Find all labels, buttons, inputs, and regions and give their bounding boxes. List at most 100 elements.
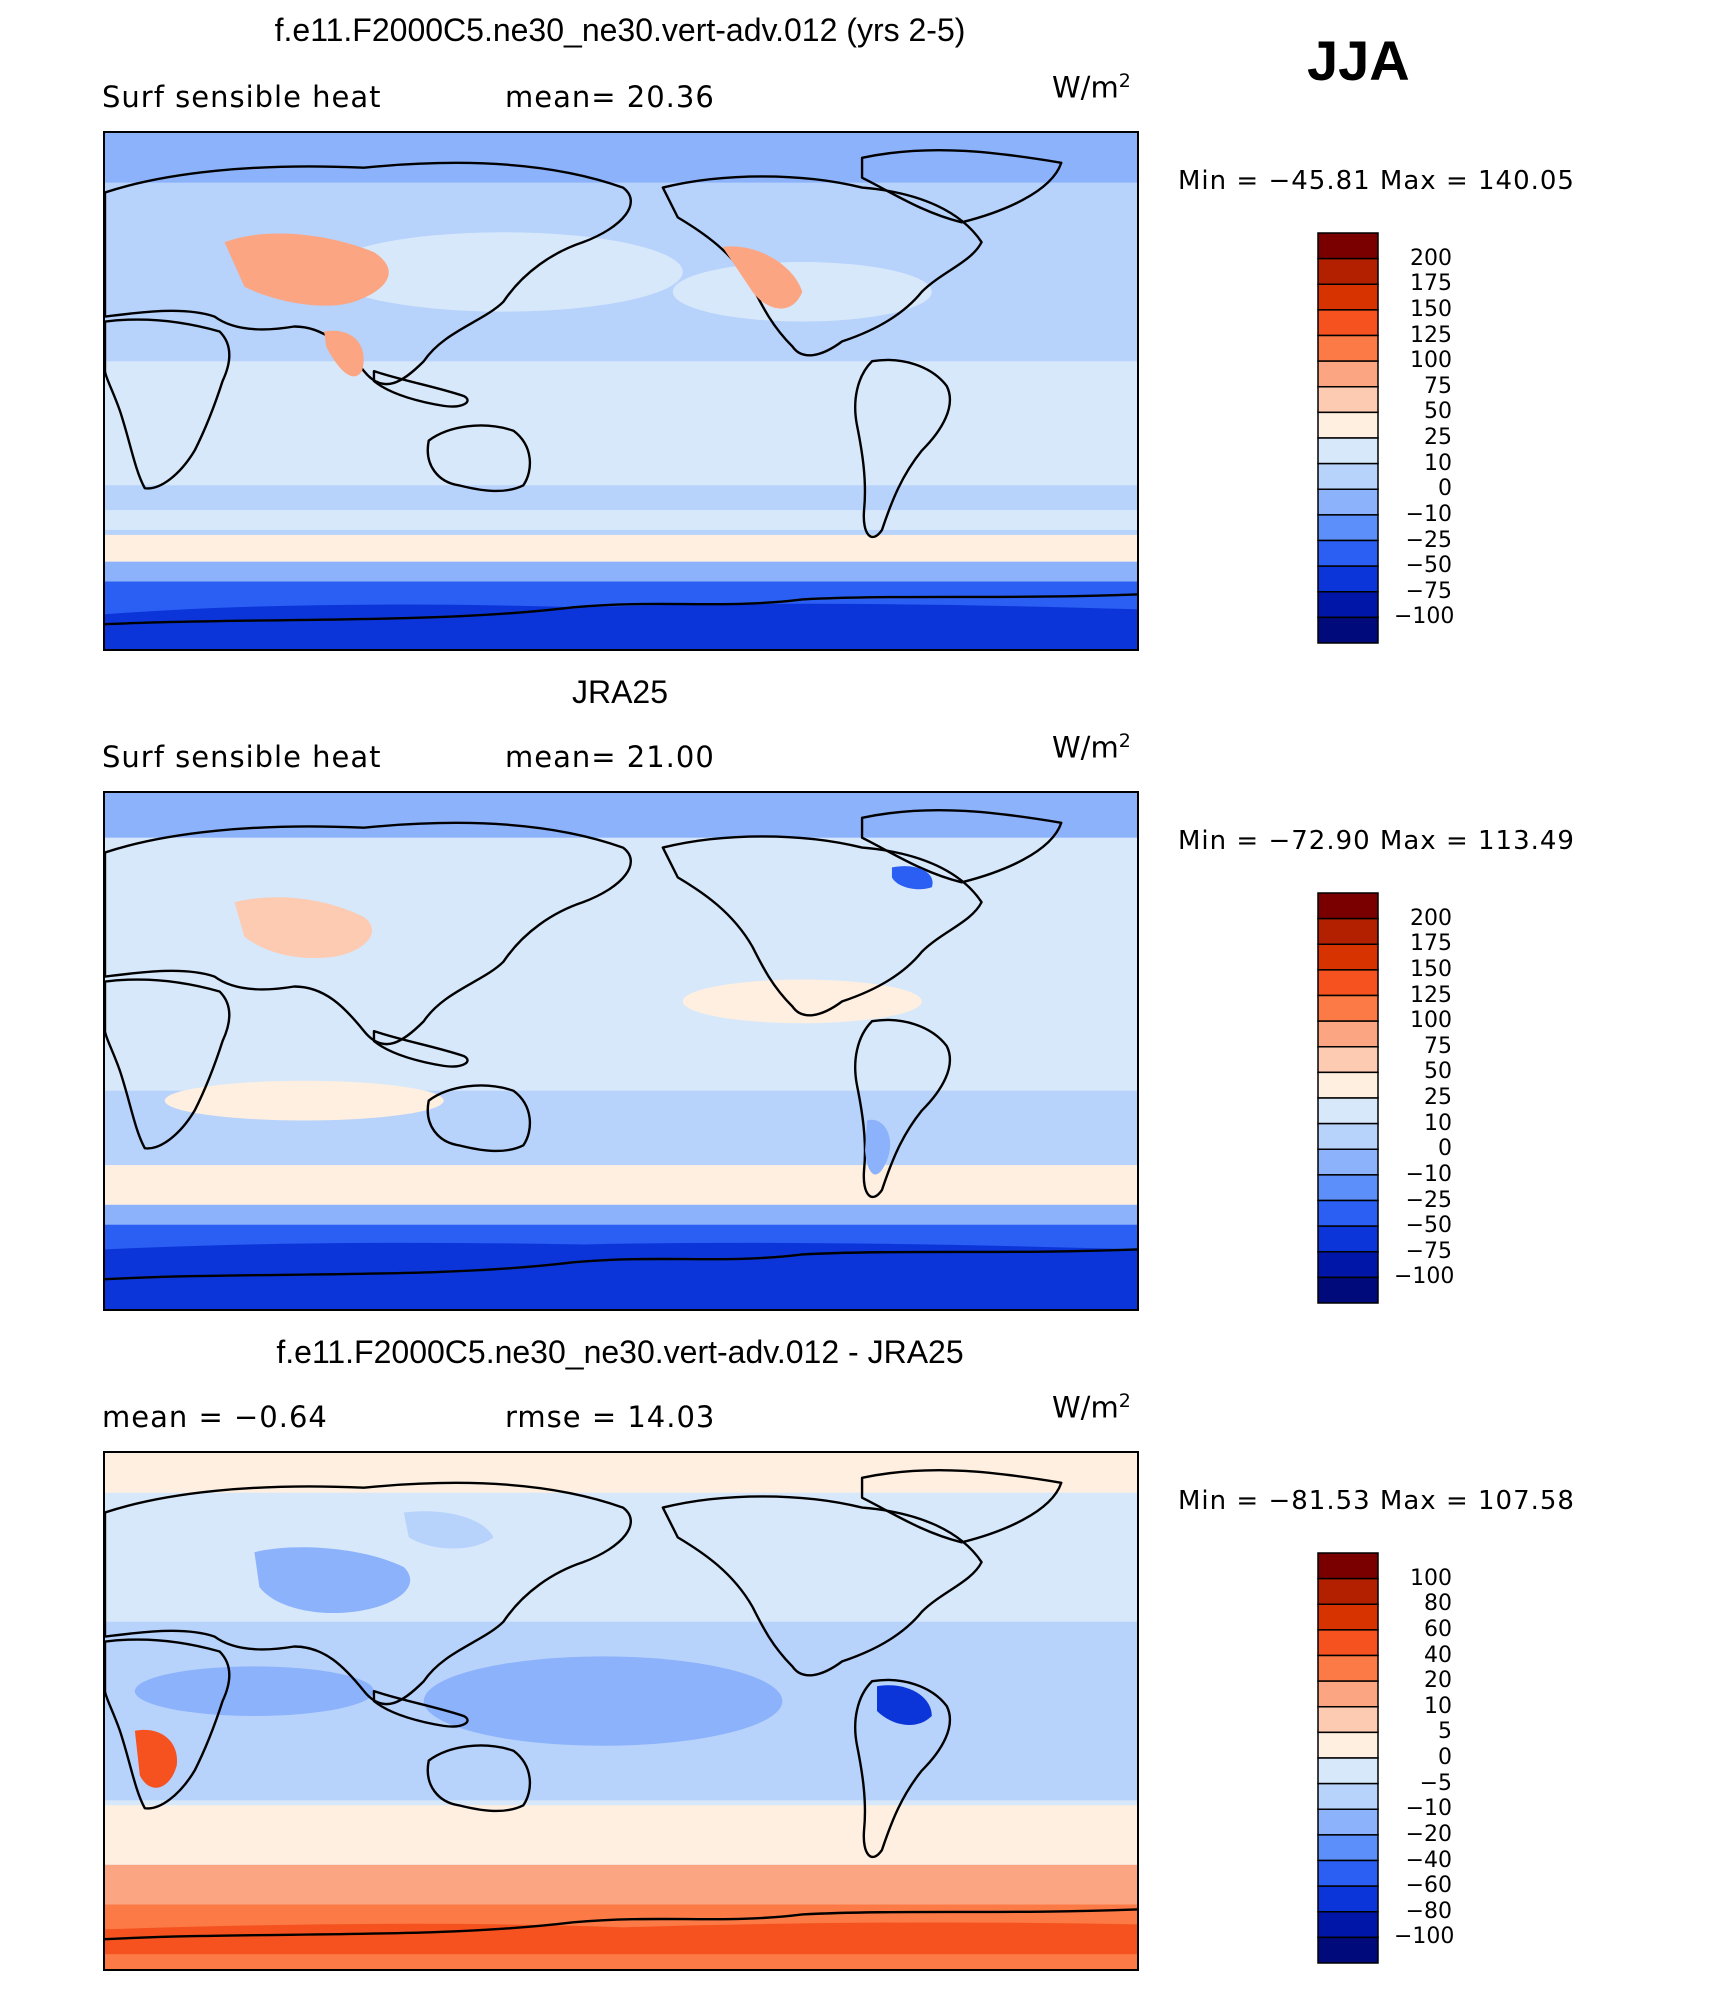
colorbar-swatch — [1317, 1654, 1379, 1682]
colorbar-label: 80 — [1424, 1591, 1452, 1617]
panel-3-mean-label: mean = −0.64 — [102, 1400, 328, 1434]
panel-1-title: f.e11.F2000C5.ne30_ne30.vert-adv.012 (yr… — [274, 12, 966, 48]
colorbar-swatch — [1317, 1680, 1379, 1708]
colorbar-label: 175 — [1410, 271, 1452, 297]
colorbar-swatch — [1317, 565, 1379, 593]
colorbar-label: 125 — [1410, 322, 1452, 348]
colorbar-label: 25 — [1424, 425, 1452, 450]
colorbar-swatch — [1317, 462, 1379, 490]
colorbar-swatch — [1317, 1251, 1379, 1279]
panel-2-unit: W/m2 — [1052, 730, 1131, 765]
colorbar-label: 100 — [1410, 348, 1452, 374]
colorbar-label: −25 — [1405, 1187, 1452, 1213]
colorbar-label: −50 — [1405, 1213, 1452, 1239]
panel-3-colorbar — [1317, 1552, 1379, 1964]
colorbar-swatch — [1317, 1577, 1379, 1605]
colorbar-label: 175 — [1410, 931, 1452, 957]
colorbar-swatch — [1317, 1148, 1379, 1176]
colorbar-swatch — [1317, 1911, 1379, 1939]
colorbar-label: −10 — [1405, 1796, 1452, 1822]
colorbar-label: 200 — [1410, 905, 1452, 931]
colorbar-label: 60 — [1424, 1616, 1452, 1642]
colorbar-swatch — [1317, 1122, 1379, 1150]
colorbar-swatch — [1317, 514, 1379, 542]
panel-1-variable-label: Surf sensible heat — [102, 80, 382, 114]
colorbar-swatch — [1317, 488, 1379, 516]
colorbar-label: 25 — [1424, 1085, 1452, 1110]
panel-2-variable-label: Surf sensible heat — [102, 740, 382, 774]
panel-3-map — [103, 1451, 1139, 1971]
panel-1-min-max: Min = −45.81 Max = 140.05 — [1178, 166, 1575, 196]
panel-2-min-max: Min = −72.90 Max = 113.49 — [1178, 826, 1575, 856]
colorbar-swatch — [1317, 1706, 1379, 1734]
colorbar-label: −40 — [1405, 1847, 1452, 1873]
colorbar-swatch — [1317, 1757, 1379, 1785]
colorbar-label: 50 — [1424, 399, 1452, 425]
colorbar-swatch — [1317, 411, 1379, 439]
colorbar-swatch — [1317, 360, 1379, 388]
colorbar-label: 10 — [1424, 1693, 1452, 1719]
colorbar-label: −100 — [1394, 1264, 1455, 1290]
panel-3-unit: W/m2 — [1052, 1390, 1131, 1425]
panel-2-title: JRA25 — [571, 674, 669, 710]
colorbar-swatch — [1317, 1859, 1379, 1887]
colorbar-swatch — [1317, 892, 1379, 920]
colorbar-swatch — [1317, 1603, 1379, 1631]
colorbar-label: 100 — [1410, 1565, 1452, 1591]
colorbar-swatch — [1317, 969, 1379, 997]
colorbar-label: 5 — [1438, 1719, 1452, 1745]
colorbar-label: −20 — [1405, 1821, 1452, 1847]
colorbar-label: −50 — [1405, 553, 1452, 579]
colorbar-label: −75 — [1405, 1238, 1452, 1264]
colorbar-label: 0 — [1438, 1136, 1452, 1162]
colorbar-label: 50 — [1424, 1059, 1452, 1085]
colorbar-swatch — [1317, 917, 1379, 945]
colorbar-label: 20 — [1424, 1668, 1452, 1694]
colorbar-swatch — [1317, 334, 1379, 362]
colorbar-label: 40 — [1424, 1642, 1452, 1668]
panel-3-min-max: Min = −81.53 Max = 107.58 — [1178, 1486, 1575, 1516]
colorbar-swatch — [1317, 1199, 1379, 1227]
panel-1-colorbar — [1317, 232, 1379, 644]
colorbar-swatch — [1317, 1020, 1379, 1048]
colorbar-swatch — [1317, 386, 1379, 414]
panel-1-mean-label: mean= 20.36 — [505, 80, 715, 114]
colorbar-label: 10 — [1424, 1110, 1452, 1136]
colorbar-label: −10 — [1405, 501, 1452, 527]
colorbar-label: −80 — [1405, 1898, 1452, 1924]
panel-3-title: f.e11.F2000C5.ne30_ne30.vert-adv.012 - J… — [276, 1334, 964, 1370]
colorbar-swatch — [1317, 257, 1379, 285]
colorbar-label: 0 — [1438, 476, 1452, 502]
colorbar-swatch — [1317, 437, 1379, 465]
colorbar-swatch — [1317, 1174, 1379, 1202]
colorbar-swatch — [1317, 591, 1379, 619]
colorbar-swatch — [1317, 539, 1379, 567]
colorbar-swatch — [1317, 1552, 1379, 1580]
colorbar-swatch — [1317, 309, 1379, 337]
season-label: JJA — [1307, 29, 1410, 92]
colorbar-label: −100 — [1394, 604, 1455, 630]
colorbar-label: 100 — [1410, 1008, 1452, 1034]
panel-2-map — [103, 791, 1139, 1311]
colorbar-label: 200 — [1410, 245, 1452, 271]
colorbar-swatch — [1317, 1071, 1379, 1099]
panel-1-map — [103, 131, 1139, 651]
colorbar-label: 75 — [1424, 373, 1452, 399]
colorbar-label: −75 — [1405, 578, 1452, 604]
colorbar-label: −60 — [1405, 1873, 1452, 1899]
colorbar-swatch — [1317, 1808, 1379, 1836]
colorbar-label: −5 — [1419, 1770, 1452, 1796]
colorbar-label: 0 — [1438, 1745, 1452, 1770]
colorbar-label: 125 — [1410, 982, 1452, 1008]
colorbar-swatch — [1317, 1225, 1379, 1253]
colorbar-swatch — [1317, 232, 1379, 260]
colorbar-label: −100 — [1394, 1924, 1455, 1950]
colorbar-swatch — [1317, 1097, 1379, 1125]
colorbar-swatch — [1317, 1782, 1379, 1810]
colorbar-label: 150 — [1410, 296, 1452, 322]
colorbar-swatch — [1317, 1936, 1379, 1964]
colorbar-swatch — [1317, 943, 1379, 971]
colorbar-label: −25 — [1405, 527, 1452, 553]
colorbar-swatch — [1317, 1731, 1379, 1759]
panel-2-colorbar — [1317, 892, 1379, 1304]
